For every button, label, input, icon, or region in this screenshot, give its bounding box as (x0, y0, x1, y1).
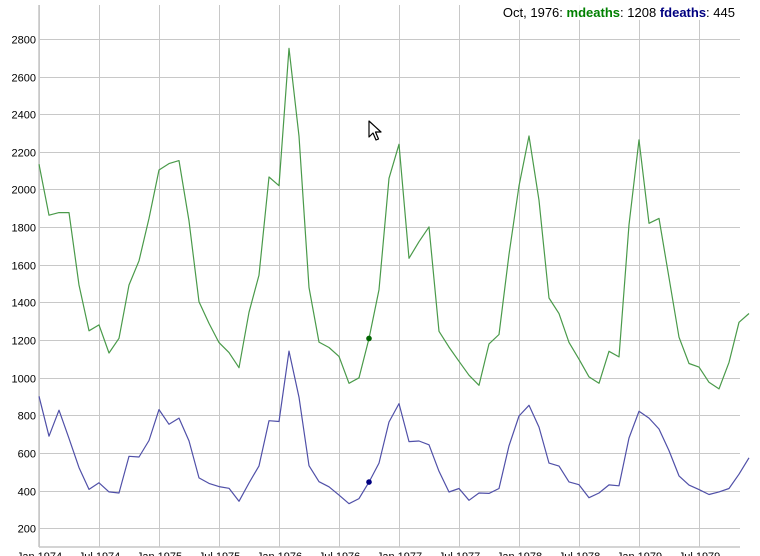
y-tick-label: 2600 (12, 73, 36, 85)
x-tick-label: Jan 1974 (17, 551, 62, 556)
legend-separator: : (559, 5, 563, 20)
y-tick-label: 800 (18, 411, 36, 423)
chart-grid (38, 5, 740, 548)
y-tick-label: 600 (18, 449, 36, 461)
legend-fdeaths-name: fdeaths (659, 5, 707, 20)
y-tick-label: 1600 (12, 261, 36, 273)
legend-date: Oct, 1976 (502, 5, 560, 20)
y-tick-label: 200 (18, 524, 36, 536)
y-tick-label: 1800 (12, 223, 36, 235)
y-tick-label: 1200 (12, 336, 36, 348)
highlight-point-mdeaths (366, 335, 372, 342)
hover-legend: Oct, 1976: mdeaths: 1208 fdeaths: 445 (502, 5, 735, 20)
x-tick-label: Jul 1979 (679, 551, 721, 556)
x-tick-label: Jan 1978 (497, 551, 542, 556)
y-tick-label: 2200 (12, 148, 36, 160)
y-tick-label: 400 (18, 487, 36, 499)
y-tick-label: 2000 (12, 185, 36, 197)
y-tick-label: 2800 (12, 35, 36, 47)
y-tick-label: 1400 (12, 298, 36, 310)
y-tick-label: 2400 (12, 110, 36, 122)
x-tick-label: Jul 1978 (559, 551, 601, 556)
legend-mdeaths-name: mdeaths (566, 5, 621, 20)
x-tick-label: Jul 1977 (439, 551, 481, 556)
x-tick-label: Jan 1975 (137, 551, 182, 556)
mouse-cursor-icon (368, 120, 382, 141)
highlight-markers (366, 335, 372, 485)
x-tick-label: Jan 1976 (257, 551, 302, 556)
series-line-fdeaths (38, 350, 750, 505)
y-axis: 200 400 600 800 1000 1200 1400 1600 1800 2000 2200… (12, 35, 36, 536)
highlight-point-fdeaths (366, 479, 372, 485)
y-tick-label: 1000 (12, 374, 36, 386)
series-line-mdeaths (38, 47, 750, 390)
chart-series (38, 47, 750, 505)
x-tick-label: Jan 1979 (617, 551, 662, 556)
x-tick-label: Jul 1974 (79, 551, 121, 556)
x-tick-label: Jul 1976 (319, 551, 361, 556)
x-tick-label: Jan 1977 (377, 551, 422, 556)
legend-mdeaths-value: 1208 (627, 5, 657, 20)
x-tick-label: Jul 1975 (199, 551, 241, 556)
x-axis: Jan 1974 Jul 1974 Jan 1975 Jul 1975 Jan 1976… (17, 551, 720, 556)
legend-fdeaths-value: 445 (713, 5, 735, 20)
